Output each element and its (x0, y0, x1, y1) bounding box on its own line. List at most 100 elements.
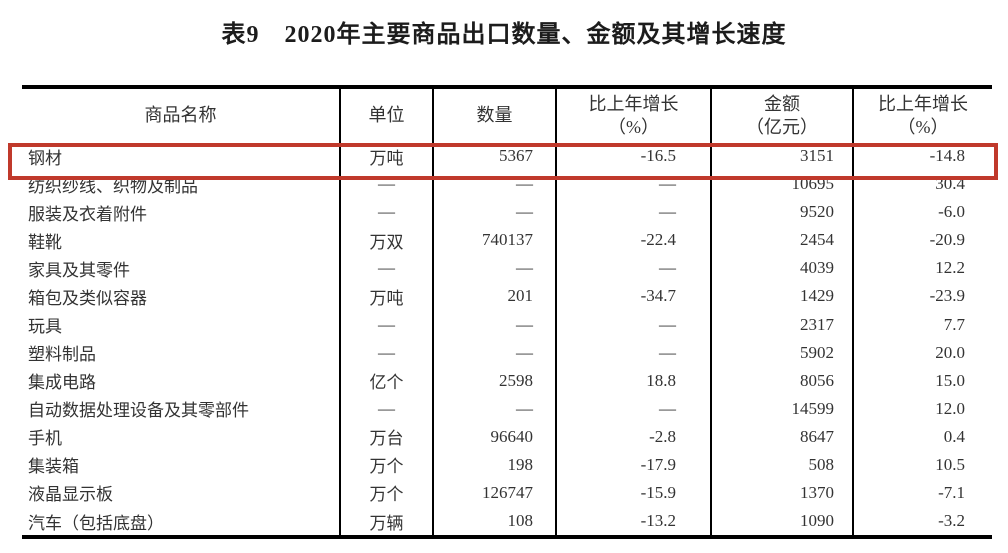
cell-unit: — (339, 338, 432, 367)
cell-commodity-name: 塑料制品 (28, 345, 96, 365)
cell-amount-growth: -23.9 (852, 282, 992, 311)
cell-amount: 3151 (710, 142, 852, 171)
table-row: 箱包及类似容器 万吨 201 -34.7 1429 -23.9 (22, 282, 992, 311)
cell-quantity-growth: — (555, 310, 710, 339)
table-row: 鞋靴 万双 740137 -22.4 2454 -20.9 (22, 226, 992, 255)
cell-amount-growth: 30.4 (852, 170, 992, 199)
cell-amount: 1370 (710, 478, 852, 508)
cell-quantity-growth: -22.4 (555, 226, 710, 255)
cell-amount-growth: -3.2 (852, 507, 992, 536)
table-row: 家具及其零件 — — — 4039 12.2 (22, 254, 992, 283)
cell-unit: — (339, 198, 432, 227)
table-row: 手机 万台 96640 -2.8 8647 0.4 (22, 422, 992, 451)
cell-commodity-name: 鞋靴 (28, 232, 62, 252)
cell-commodity-name: 自动数据处理设备及其零部件 (28, 401, 249, 421)
export-commodities-table: 商品名称 单位 数量 比上年增长 （%） 金额 （亿元） 比上年增长 （%） 钢… (22, 85, 992, 539)
cell-quantity: 198 (432, 450, 555, 479)
cell-commodity-name: 汽车（包括底盘） (28, 513, 164, 533)
cell-amount: 508 (710, 450, 852, 479)
cell-amount-growth: 7.7 (852, 310, 992, 339)
cell-quantity: — (432, 310, 555, 339)
cell-commodity-name: 箱包及类似容器 (28, 288, 147, 308)
cell-commodity-name: 钢材 (28, 148, 62, 168)
cell-quantity-growth: -2.8 (555, 422, 710, 451)
cell-commodity-name: 集成电路 (28, 373, 96, 393)
cell-quantity: 126747 (432, 478, 555, 508)
cell-unit: — (339, 310, 432, 339)
cell-quantity: — (432, 198, 555, 227)
cell-amount: 14599 (710, 394, 852, 423)
cell-unit: — (339, 170, 432, 199)
table-body: 钢材 万吨 5367 -16.5 3151 -14.8 纺织纱线、织物及制品 —… (22, 142, 992, 536)
cell-amount-growth: 15.0 (852, 366, 992, 395)
cell-quantity-growth: -16.5 (555, 142, 710, 171)
table-row: 汽车（包括底盘） 万辆 108 -13.2 1090 -3.2 (22, 507, 992, 536)
cell-amount-growth: 12.0 (852, 394, 992, 423)
table-row: 自动数据处理设备及其零部件 — — — 14599 12.0 (22, 394, 992, 423)
table-row: 玩具 — — — 2317 7.7 (22, 310, 992, 339)
cell-commodity-name: 纺织纱线、织物及制品 (28, 176, 198, 196)
header-amount: 金额 （亿元） (710, 89, 852, 142)
header-commodity-name: 商品名称 (144, 105, 217, 126)
table-row: 服装及衣着附件 — — — 9520 -6.0 (22, 198, 992, 227)
cell-amount-growth: -7.1 (852, 478, 992, 508)
cell-quantity: 96640 (432, 422, 555, 451)
header-unit: 单位 (339, 89, 432, 142)
cell-amount: 1429 (710, 282, 852, 311)
cell-commodity-name: 家具及其零件 (28, 260, 130, 280)
cell-unit: 亿个 (339, 366, 432, 395)
table-row: 钢材 万吨 5367 -16.5 3151 -14.8 (22, 142, 992, 171)
cell-unit: 万个 (339, 478, 432, 508)
table-row: 集装箱 万个 198 -17.9 508 10.5 (22, 450, 992, 479)
cell-unit: 万双 (339, 226, 432, 255)
cell-quantity: 740137 (432, 226, 555, 255)
cell-amount: 10695 (710, 170, 852, 199)
cell-quantity-growth: — (555, 394, 710, 423)
table-row: 液晶显示板 万个 126747 -15.9 1370 -7.1 (22, 478, 992, 508)
cell-amount: 1090 (710, 507, 852, 536)
cell-amount-growth: 12.2 (852, 254, 992, 283)
cell-amount-growth: -6.0 (852, 198, 992, 227)
cell-amount: 9520 (710, 198, 852, 227)
cell-commodity-name: 集装箱 (28, 457, 79, 477)
cell-quantity-growth: -15.9 (555, 478, 710, 508)
cell-quantity-growth: -17.9 (555, 450, 710, 479)
cell-commodity-name: 服装及衣着附件 (28, 204, 147, 224)
cell-quantity: — (432, 338, 555, 367)
cell-amount-growth: 0.4 (852, 422, 992, 451)
header-quantity-growth: 比上年增长 （%） (555, 89, 710, 142)
cell-quantity: 2598 (432, 366, 555, 395)
cell-amount: 2454 (710, 226, 852, 255)
cell-quantity-growth: -34.7 (555, 282, 710, 311)
cell-quantity-growth: — (555, 170, 710, 199)
cell-amount: 2317 (710, 310, 852, 339)
cell-amount: 4039 (710, 254, 852, 283)
cell-commodity-name: 玩具 (28, 317, 62, 336)
cell-amount-growth: 10.5 (852, 450, 992, 479)
cell-quantity-growth: -13.2 (555, 507, 710, 536)
cell-unit: — (339, 394, 432, 423)
cell-amount-growth: -20.9 (852, 226, 992, 255)
header-amount-growth: 比上年增长 （%） (852, 89, 992, 142)
table-header-row: 商品名称 单位 数量 比上年增长 （%） 金额 （亿元） 比上年增长 （%） (22, 89, 992, 142)
table-row: 纺织纱线、织物及制品 — — — 10695 30.4 (22, 170, 992, 199)
cell-quantity-growth: — (555, 198, 710, 227)
cell-quantity: 201 (432, 282, 555, 311)
table-row: 塑料制品 — — — 5902 20.0 (22, 338, 992, 367)
page-title: 表9 2020年主要商品出口数量、金额及其增长速度 (221, 22, 787, 48)
cell-amount: 8647 (710, 422, 852, 451)
header-quantity: 数量 (432, 89, 555, 142)
cell-unit: 万吨 (339, 142, 432, 171)
cell-amount: 5902 (710, 338, 852, 367)
cell-commodity-name: 手机 (28, 429, 62, 449)
cell-unit: — (339, 254, 432, 283)
cell-quantity: — (432, 170, 555, 199)
cell-unit: 万辆 (339, 507, 432, 536)
cell-unit: 万台 (339, 422, 432, 451)
cell-amount: 8056 (710, 366, 852, 395)
cell-quantity: — (432, 394, 555, 423)
cell-unit: 万吨 (339, 282, 432, 311)
cell-amount-growth: 20.0 (852, 338, 992, 367)
table-row: 集成电路 亿个 2598 18.8 8056 15.0 (22, 366, 992, 395)
cell-amount-growth: -14.8 (852, 142, 992, 171)
